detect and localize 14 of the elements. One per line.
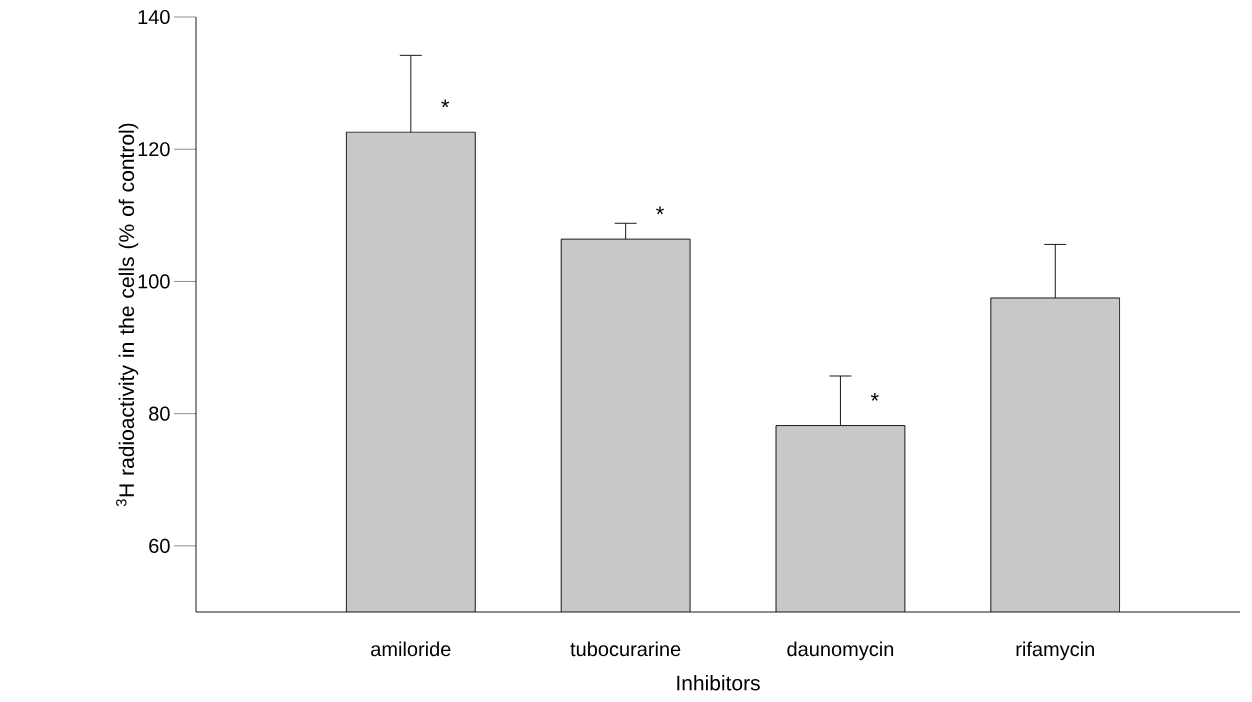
y-tick-label: 60 (149, 538, 170, 553)
x-axis-title: Inhibitors (677, 675, 760, 691)
x-tick-label: daunomycin (787, 641, 894, 661)
data-label: * (870, 393, 879, 401)
x-tick-label: tubocurarine (570, 641, 681, 657)
x-tick-label: rifamycin (1016, 641, 1094, 661)
data-label: * (656, 206, 664, 215)
data-label: * (441, 99, 450, 108)
y-tick-label: 100 (138, 274, 170, 289)
y-tick-label: 140 (138, 9, 170, 25)
y-tick-label: 120 (138, 142, 170, 157)
y-axis-title: $^{3}$H radioactivity in the cells (% of control) (116, 123, 139, 507)
y-tick-label: 80 (149, 406, 170, 421)
x-tick-label: amiloride (371, 641, 451, 657)
